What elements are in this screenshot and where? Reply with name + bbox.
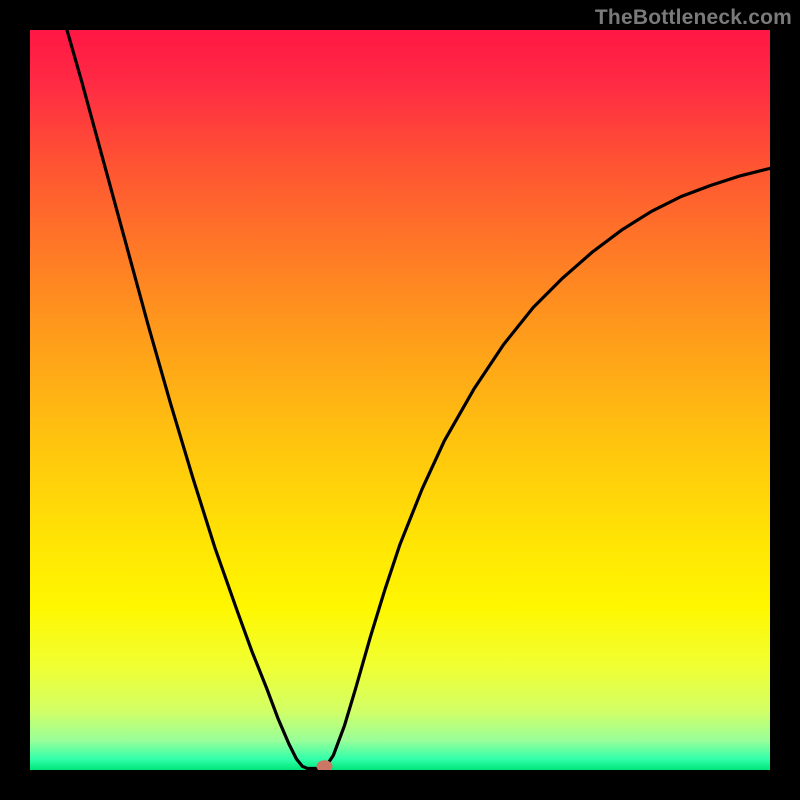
- plot-area: [30, 30, 770, 770]
- chart-frame: TheBottleneck.com: [0, 0, 800, 800]
- chart-svg: [30, 30, 770, 770]
- gradient-background: [30, 30, 770, 770]
- watermark-text: TheBottleneck.com: [595, 6, 792, 30]
